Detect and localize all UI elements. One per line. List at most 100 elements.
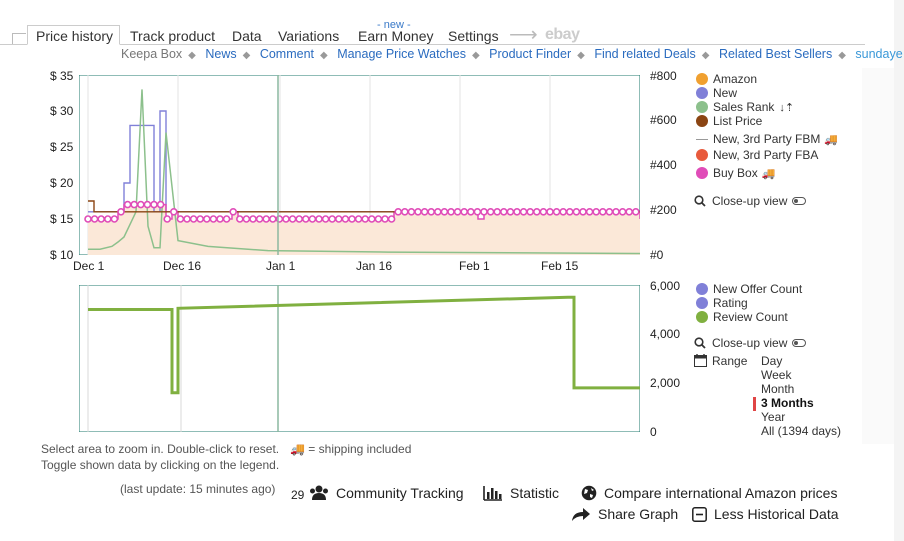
- buy-box-point: [321, 215, 330, 223]
- price-history-chart[interactable]: [79, 75, 640, 255]
- buy-box-point: [97, 215, 106, 223]
- buy-box-point: [631, 208, 640, 216]
- range-3-months[interactable]: 3 Months: [761, 396, 814, 410]
- x-tick: Feb 1: [459, 259, 490, 273]
- legend-new-3rd-party-fba[interactable]: New, 3rd Party FBA: [696, 148, 818, 162]
- last-update: (last update: 15 minutes ago): [120, 482, 276, 496]
- compare-label: Compare international Amazon prices: [604, 485, 838, 501]
- closeup-label: Close-up view: [712, 194, 788, 208]
- buy-box-point: [513, 208, 521, 216]
- series-list-price: [88, 200, 640, 213]
- shipping-hint: 🚚 = shipping included: [290, 442, 411, 456]
- range-selected-marker: [753, 397, 756, 411]
- y-tick-right: #600: [650, 113, 677, 127]
- buy-box-point: [110, 215, 119, 223]
- buy-box-point: [103, 215, 112, 223]
- toggle-icon[interactable]: [792, 339, 807, 347]
- diamond-icon: ◆: [471, 50, 480, 61]
- tab-corner: [12, 33, 26, 45]
- tab-settings[interactable]: Settings: [448, 28, 499, 44]
- buy-box-point: [539, 208, 548, 216]
- legend-new-3rd-party-fbm[interactable]: New, 3rd Party FBM 🚚: [696, 132, 838, 146]
- tab-price-history[interactable]: Price history: [27, 25, 121, 45]
- diamond-icon: ◆: [577, 50, 585, 61]
- y-tick-left: $ 35: [50, 69, 74, 83]
- buy-box-point: [552, 208, 561, 216]
- buy-box-point: [546, 208, 554, 216]
- new-badge: - new -: [377, 19, 411, 31]
- buy-box-point: [156, 200, 165, 209]
- tab-earn-money[interactable]: Earn Money: [358, 28, 434, 44]
- count-history-chart[interactable]: [79, 285, 640, 432]
- closeup-view-bottom[interactable]: Close-up view: [694, 336, 807, 350]
- tab-track-product[interactable]: Track product: [130, 28, 216, 44]
- buy-box-point: [136, 200, 145, 209]
- legend-review-count[interactable]: Review Count: [696, 310, 788, 324]
- compare-prices-button[interactable]: Compare international Amazon prices: [581, 485, 837, 501]
- range-month[interactable]: Month: [761, 382, 795, 396]
- tab-ebay[interactable]: ebay: [545, 26, 580, 43]
- diamond-icon: ◆: [320, 50, 328, 61]
- buy-box-point: [440, 208, 449, 216]
- toggle-icon[interactable]: [792, 197, 807, 205]
- less-historical-data-button[interactable]: Less Historical Data: [692, 506, 839, 522]
- buy-box-point: [282, 215, 290, 223]
- tab-variations[interactable]: Variations: [278, 28, 340, 44]
- sublink-keepa-box[interactable]: Keepa Box: [121, 47, 183, 61]
- tab-divider: [0, 44, 865, 45]
- diamond-icon: ◆: [701, 50, 710, 61]
- buy-box-point: [532, 208, 541, 216]
- sublink-comment[interactable]: Comment: [259, 47, 314, 61]
- tab-data[interactable]: Data: [232, 28, 262, 44]
- buy-box-point: [170, 208, 178, 216]
- buy-box-point: [269, 215, 277, 223]
- share-graph-button[interactable]: Share Graph: [571, 506, 678, 522]
- globe-icon: [581, 485, 597, 501]
- diamond-icon: ◆: [188, 50, 196, 61]
- series-review-count: [88, 295, 640, 395]
- buy-box-point: [334, 215, 343, 223]
- x-tick: Feb 15: [541, 259, 579, 273]
- count-tick: 0: [650, 425, 657, 439]
- sort-icon[interactable]: ↓⇡: [779, 101, 795, 114]
- legend-rating[interactable]: Rating: [696, 296, 748, 310]
- search-icon: [694, 195, 706, 207]
- sublink-news[interactable]: News: [205, 47, 237, 61]
- sublink-sundaye[interactable]: sundaye: [855, 47, 903, 61]
- legend-new-offer-count[interactable]: New Offer Count: [696, 282, 802, 296]
- buy-box-point: [572, 208, 581, 216]
- legend-list-price[interactable]: List Price: [696, 114, 762, 128]
- legend-label: New, 3rd Party FBM: [713, 132, 821, 146]
- sublink-manage-price-watches[interactable]: Manage Price Watches: [337, 47, 466, 61]
- legend-new[interactable]: New: [696, 86, 737, 100]
- y-tick-right: #400: [650, 158, 677, 172]
- buy-box-point: [381, 215, 389, 223]
- sublink-related-best-sellers[interactable]: Related Best Sellers: [718, 47, 833, 61]
- legend-label: New Offer Count: [713, 282, 803, 296]
- statistic-button[interactable]: Statistic: [483, 485, 559, 501]
- legend-sales-rank[interactable]: Sales Rank ↓⇡: [696, 100, 794, 114]
- legend-amazon[interactable]: Amazon: [696, 72, 757, 86]
- buy-box-point: [618, 208, 627, 216]
- bar-chart-icon: [483, 486, 502, 501]
- sublink-product-finder[interactable]: Product Finder: [489, 47, 572, 61]
- buy-box-point: [579, 208, 587, 216]
- legend-label: New, 3rd Party FBA: [713, 148, 819, 162]
- range-day[interactable]: Day: [761, 354, 783, 368]
- range-all[interactable]: All (1394 days): [761, 424, 842, 438]
- review-count-dot-icon: [696, 311, 708, 323]
- buy-box-point: [367, 215, 376, 223]
- buy-box-area: [88, 204, 640, 255]
- range-year[interactable]: Year: [761, 410, 786, 424]
- buy-box-point: [585, 208, 594, 216]
- range-week[interactable]: Week: [761, 368, 792, 382]
- legend-buy-box[interactable]: Buy Box 🚚: [696, 166, 775, 180]
- closeup-view-top[interactable]: Close-up view: [694, 194, 807, 208]
- count-tick: 4,000: [650, 327, 681, 341]
- community-tracking-button[interactable]: Community Tracking: [309, 485, 464, 501]
- buy-box-point: [189, 215, 198, 223]
- fbm-line-icon: [696, 138, 708, 140]
- sublink-find-related-deals[interactable]: Find related Deals: [594, 47, 696, 61]
- rating-dot-icon: [696, 297, 708, 309]
- arrow-right-icon: ⟶: [509, 24, 538, 46]
